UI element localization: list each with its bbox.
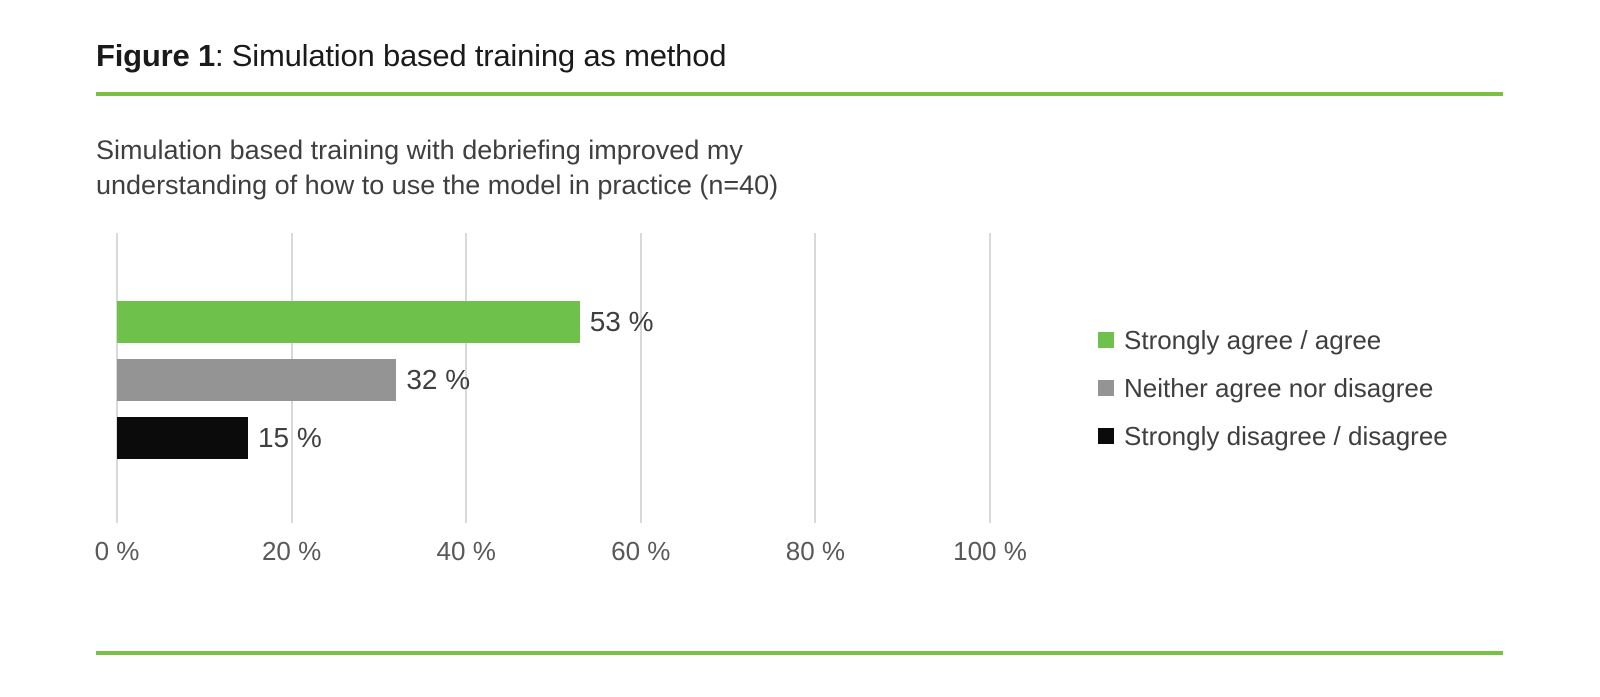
legend: Strongly agree / agree Neither agree nor … — [1098, 316, 1448, 460]
x-tick-label: 0 % — [94, 536, 140, 566]
x-axis: 0 % 20 % 40 % 60 % 80 % 100 % — [95, 536, 1027, 568]
gridline — [639, 233, 642, 523]
bar-row: 53 % — [117, 301, 990, 343]
gridline — [465, 233, 468, 523]
gridline — [814, 233, 817, 523]
legend-item: Neither agree nor disagree — [1098, 364, 1448, 412]
x-tick-label: 20 % — [261, 536, 322, 566]
bar — [117, 359, 397, 401]
bar — [117, 301, 580, 343]
legend-color-swatch — [1098, 380, 1114, 396]
gridline — [989, 233, 991, 523]
x-tick-label: 40 % — [436, 536, 496, 566]
bar-row: 32 % — [117, 359, 990, 401]
bar-row: 15 % — [117, 417, 990, 459]
top-divider — [96, 92, 1503, 96]
bottom-divider — [96, 651, 1503, 655]
legend-color-swatch — [1098, 428, 1114, 444]
x-tick-label: 60 % — [611, 536, 671, 566]
figure-title: Figure 1: Simulation based training as m… — [96, 38, 726, 74]
x-tick-label: 100 % — [953, 536, 1027, 566]
figure-label: Figure 1 — [96, 38, 215, 73]
legend-item: Strongly agree / agree — [1098, 316, 1448, 364]
legend-label: Strongly agree / agree — [1124, 324, 1382, 355]
bar-value-label: 53 % — [589, 306, 654, 337]
bar — [117, 417, 248, 459]
legend-label: Strongly disagree / disagree — [1124, 420, 1448, 451]
legend-label: Neither agree nor disagree — [1124, 372, 1434, 403]
chart-question: Simulation based training with debriefin… — [96, 133, 778, 203]
chart-question-line-1: Simulation based training with debriefin… — [96, 135, 743, 165]
chart-question-line-2: understanding of how to use the model in… — [96, 170, 779, 200]
figure-title-text: : Simulation based training as method — [214, 38, 727, 73]
legend-color-swatch — [1098, 332, 1114, 348]
plot-area: 53 % 32 % 15 % — [116, 233, 991, 523]
bar-value-label: 32 % — [406, 364, 471, 395]
bar-value-label: 15 % — [257, 422, 322, 453]
x-tick-label: 80 % — [785, 536, 846, 566]
legend-item: Strongly disagree / disagree — [1098, 412, 1448, 460]
